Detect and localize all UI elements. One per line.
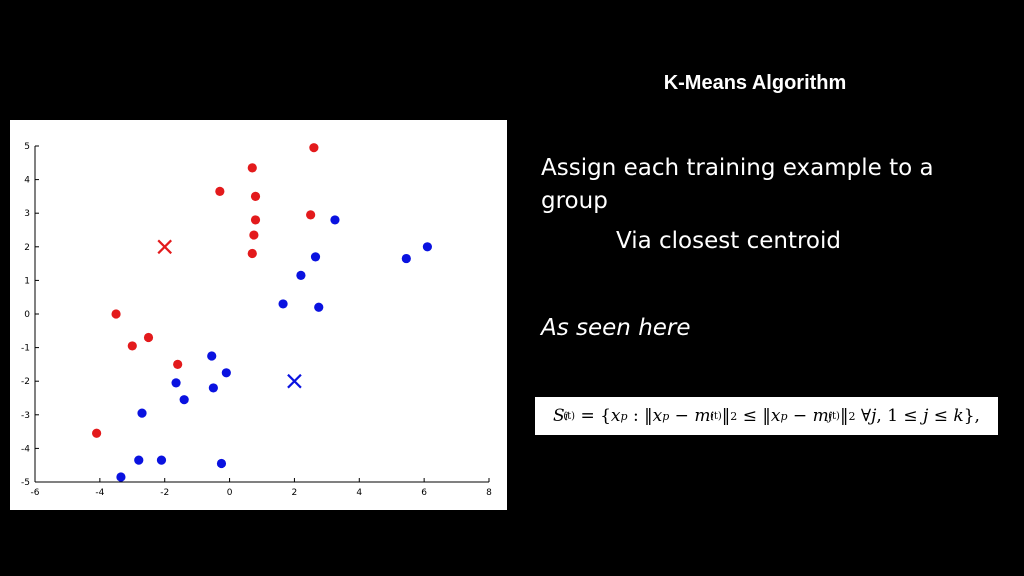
y-tick-label: -2: [21, 377, 30, 387]
data-point: [207, 351, 217, 361]
data-point: [314, 302, 324, 312]
data-point: [296, 270, 306, 280]
x-tick-label: -2: [160, 488, 169, 498]
x-tick-label: -4: [95, 488, 104, 498]
x-tick-label: 4: [356, 488, 362, 498]
data-point: [111, 309, 121, 319]
data-point: [250, 215, 261, 225]
data-point: [173, 359, 183, 369]
data-point: [250, 191, 261, 201]
data-point: [127, 341, 137, 351]
data-point: [330, 215, 340, 225]
data-point: [309, 143, 319, 153]
data-point: [116, 472, 126, 482]
bullet-as-seen-here: As seen here: [541, 315, 691, 341]
data-point: [92, 428, 102, 438]
data-point: [310, 252, 321, 262]
data-point: [156, 455, 167, 465]
y-tick-label: -3: [21, 411, 30, 421]
data-point: [278, 299, 288, 309]
bullet-closest-centroid: Via closest centroid: [616, 228, 841, 254]
y-tick-label: 5: [24, 142, 30, 152]
y-tick-label: 0: [24, 310, 30, 320]
bullet-assign-examples: Assign each training example to a group: [541, 155, 934, 214]
data-point: [401, 253, 411, 264]
x-tick-label: 0: [227, 488, 233, 498]
x-tick-label: 8: [486, 488, 492, 498]
data-point: [179, 395, 189, 405]
y-tick-label: 2: [24, 243, 30, 253]
data-point: [143, 332, 154, 343]
centroid-marker: [157, 239, 172, 255]
y-tick-label: -1: [21, 344, 30, 354]
y-tick-label: -5: [21, 478, 30, 488]
scatter-plot-panel: -6 -4 -2 0 2 4 6 8 -5 -4 -3 -2 -1 0 1 2 3 4 5: [10, 120, 507, 510]
slide-title: K-Means Algorithm: [663, 72, 847, 94]
data-point: [216, 458, 227, 469]
y-tick-label: 4: [24, 176, 30, 186]
data-point: [247, 248, 257, 259]
x-tick-label: 6: [421, 488, 427, 498]
data-point: [422, 242, 432, 252]
y-tick-label: 1: [24, 276, 30, 286]
data-point: [247, 163, 257, 173]
data-point: [249, 230, 259, 240]
y-tick-label: 3: [24, 209, 30, 219]
centroid-marker: [287, 373, 302, 389]
data-point: [134, 455, 144, 465]
data-point: [306, 210, 316, 220]
x-tick-label: -6: [31, 488, 40, 498]
data-point: [215, 186, 225, 196]
data-point: [171, 378, 181, 388]
data-point: [208, 383, 218, 393]
x-tick-label: 2: [292, 488, 298, 498]
data-point: [137, 408, 147, 418]
y-tick-label: -4: [21, 444, 30, 454]
data-point: [221, 368, 231, 378]
kmeans-scatter-plot: -6 -4 -2 0 2 4 6 8 -5 -4 -3 -2 -1 0 1 2 3 4 5: [21, 142, 492, 498]
